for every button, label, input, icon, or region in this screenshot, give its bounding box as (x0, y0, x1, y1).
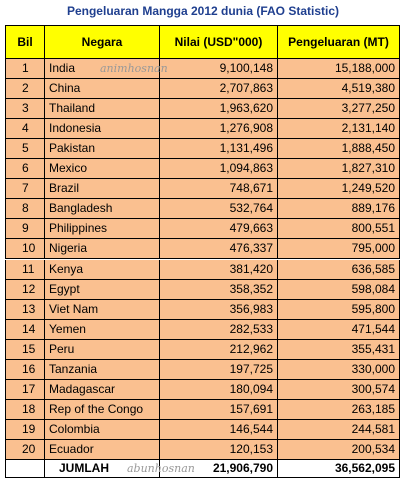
table-cell: 356,983 (160, 299, 278, 320)
table-cell: 476,337 (160, 239, 278, 260)
total-value: 21,906,790 (160, 460, 278, 478)
table-cell: 1,094,863 (160, 159, 278, 180)
table-cell: Mexico (45, 159, 160, 180)
table-cell: 10 (5, 239, 45, 260)
table-cell: 15,188,000 (278, 59, 400, 80)
table-cell: 18 (5, 399, 45, 420)
table-cell: 16 (5, 359, 45, 380)
table-cell: 479,663 (160, 219, 278, 240)
table-cell: 1 (5, 59, 45, 80)
table-cell: 14 (5, 319, 45, 340)
table-cell: 12 (5, 279, 45, 300)
table-cell: 180,094 (160, 379, 278, 400)
table-cell: 20 (5, 439, 45, 460)
table-cell: China (45, 79, 160, 100)
table-cell: 2,131,140 (278, 119, 400, 140)
header-cell: Nilai (USD"000) (160, 25, 278, 59)
table-cell: 146,544 (160, 419, 278, 440)
table-cell: 9,100,148 (160, 59, 278, 80)
table-cell: Madagascar (45, 379, 160, 400)
table-cell: 1,888,450 (278, 139, 400, 160)
table-cell: Colombia (45, 419, 160, 440)
watermark: animhosnan (100, 62, 168, 75)
total-value: 36,562,095 (278, 460, 400, 478)
table-cell: Kenya (45, 259, 160, 280)
table-cell: Pakistan (45, 139, 160, 160)
table-cell: 1,249,520 (278, 179, 400, 200)
table-cell: 5 (5, 139, 45, 160)
table-cell: 120,153 (160, 439, 278, 460)
table-cell: 532,764 (160, 199, 278, 220)
table-cell: 13 (5, 299, 45, 320)
total-label: JUMLAH (45, 460, 160, 478)
table-cell: 8 (5, 199, 45, 220)
table-cell: Egypt (45, 279, 160, 300)
table-cell: Nigeria (45, 239, 160, 260)
table-cell: 2,707,863 (160, 79, 278, 100)
table-cell: 355,431 (278, 339, 400, 360)
header-cell: Negara (45, 25, 160, 59)
table-cell: 471,544 (278, 319, 400, 340)
table-cell: 9 (5, 219, 45, 240)
table-cell: 1,131,496 (160, 139, 278, 160)
table-cell: 212,962 (160, 339, 278, 360)
table-cell: Peru (45, 339, 160, 360)
table-cell: Rep of the Congo (45, 399, 160, 420)
watermark: abunhosnan (127, 462, 195, 475)
table-cell: 200,534 (278, 439, 400, 460)
table-cell: 381,420 (160, 259, 278, 280)
table-cell: India (45, 59, 160, 80)
table-cell: 748,671 (160, 179, 278, 200)
table-cell: 330,000 (278, 359, 400, 380)
table-cell: Brazil (45, 179, 160, 200)
table-cell: 263,185 (278, 399, 400, 420)
table-cell: 11 (5, 259, 45, 280)
table-cell: 795,000 (278, 239, 400, 260)
table-cell: 4,519,380 (278, 79, 400, 100)
table-cell: 889,176 (278, 199, 400, 220)
table-cell: 6 (5, 159, 45, 180)
header-cell: Bil (5, 25, 45, 59)
table-cell: Tanzania (45, 359, 160, 380)
table-cell: Philippines (45, 219, 160, 240)
table-cell: 1,276,908 (160, 119, 278, 140)
header-cell: Pengeluaran (MT) (278, 25, 400, 59)
table-cell: 358,352 (160, 279, 278, 300)
table-cell: Bangladesh (45, 199, 160, 220)
total-cell (5, 460, 45, 478)
table-cell: 300,574 (278, 379, 400, 400)
table-cell: Viet Nam (45, 299, 160, 320)
table-cell: 595,800 (278, 299, 400, 320)
table-cell: 3 (5, 99, 45, 120)
table-cell: 4 (5, 119, 45, 140)
table-cell: 1,827,310 (278, 159, 400, 180)
table-cell: 2 (5, 79, 45, 100)
table-cell: 282,533 (160, 319, 278, 340)
table-cell: 15 (5, 339, 45, 360)
title: Pengeluaran Mangga 2012 dunia (FAO Stati… (66, 4, 340, 18)
table-cell: 1,963,620 (160, 99, 278, 120)
table-cell: 157,691 (160, 399, 278, 420)
table-cell: 636,585 (278, 259, 400, 280)
table-cell: 197,725 (160, 359, 278, 380)
table-cell: 598,084 (278, 279, 400, 300)
table-cell: Thailand (45, 99, 160, 120)
table-cell: 3,277,250 (278, 99, 400, 120)
table-cell: Yemen (45, 319, 160, 340)
table-cell: Indonesia (45, 119, 160, 140)
table-cell: 7 (5, 179, 45, 200)
table-cell: 244,581 (278, 419, 400, 440)
table-cell: 800,551 (278, 219, 400, 240)
table-cell: 19 (5, 419, 45, 440)
table-cell: Ecuador (45, 439, 160, 460)
table-cell: 17 (5, 379, 45, 400)
